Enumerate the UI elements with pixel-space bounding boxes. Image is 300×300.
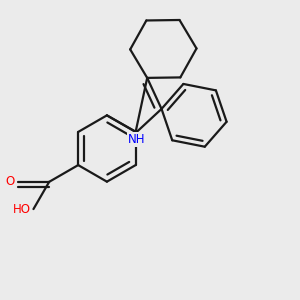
Text: O: O: [5, 175, 14, 188]
Text: NH: NH: [128, 133, 146, 146]
Text: HO: HO: [13, 202, 31, 216]
